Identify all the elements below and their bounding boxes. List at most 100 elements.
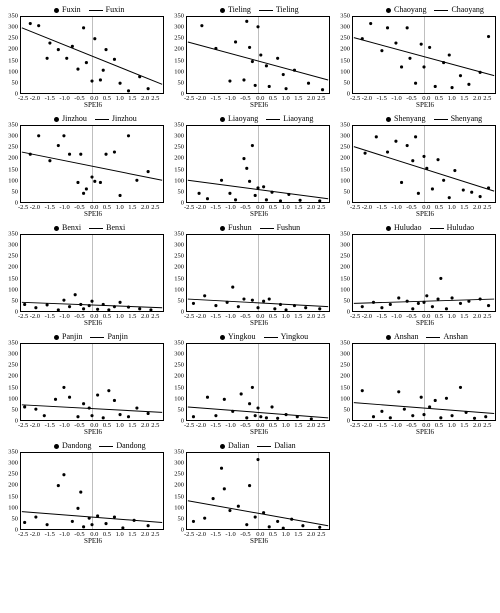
legend-fit: Anshan: [426, 332, 467, 342]
panel-shenyang: ShenyangShenyang050100150200250300350-2.…: [338, 113, 498, 218]
data-point: [448, 53, 451, 56]
legend-points: Liaoyang: [220, 114, 258, 124]
data-point: [135, 406, 138, 409]
data-point: [411, 414, 414, 417]
legend-points: Panjin: [54, 332, 82, 342]
data-point: [133, 519, 136, 522]
data-point: [442, 61, 445, 64]
data-point: [487, 304, 490, 307]
data-point: [251, 299, 254, 302]
x-axis-label: SPEI6: [338, 210, 498, 218]
data-point: [147, 524, 150, 527]
data-point: [90, 414, 93, 417]
data-point: [304, 306, 307, 309]
x-axis-label: SPEI6: [6, 537, 166, 545]
data-point: [231, 286, 234, 289]
data-point: [428, 405, 431, 408]
data-point: [417, 302, 420, 305]
legend-fit: Chaoyang: [434, 5, 483, 15]
data-point: [397, 296, 400, 299]
data-point: [54, 398, 57, 401]
data-point: [417, 192, 420, 195]
data-point: [380, 306, 383, 309]
data-point: [268, 297, 271, 300]
data-point: [147, 87, 150, 90]
legend-fit: Fuxin: [89, 5, 125, 15]
data-point: [467, 300, 470, 303]
regression-line: [22, 405, 162, 413]
plot-area: [20, 125, 164, 203]
data-point: [375, 135, 378, 138]
data-point: [380, 49, 383, 52]
x-axis-label: SPEI6: [6, 101, 166, 109]
plot-area: [20, 452, 164, 530]
data-point: [248, 180, 251, 183]
y-ticks: 050100150200250300350: [172, 343, 186, 421]
x-axis-label: SPEI6: [6, 210, 166, 218]
panel-fuxin: FuxinFuxin050100150200250300350-2.5-2.0-…: [6, 4, 166, 109]
y-ticks: 050100150200250300350: [338, 125, 352, 203]
panel-dandong: DandongDandong050100150200250300350-2.5-…: [6, 440, 166, 545]
data-point: [57, 144, 60, 147]
data-point: [479, 71, 482, 74]
data-point: [46, 303, 49, 306]
data-point: [420, 43, 423, 46]
data-point: [411, 159, 414, 162]
data-point: [82, 525, 85, 528]
data-point: [248, 402, 251, 405]
data-point: [245, 20, 248, 23]
data-point: [90, 79, 93, 82]
data-point: [414, 135, 417, 138]
legend-fit: Liaoyang: [266, 114, 313, 124]
data-point: [251, 144, 254, 147]
data-point: [431, 305, 434, 308]
panel-chaoyang: ChaoyangChaoyang050100150200250300350-2.…: [338, 4, 498, 109]
data-point: [127, 415, 130, 418]
data-point: [465, 411, 468, 414]
data-point: [206, 396, 209, 399]
data-point: [34, 408, 37, 411]
panel-tieling: TielingTieling050100150200250300350-2.5-…: [172, 4, 332, 109]
data-point: [245, 523, 248, 526]
data-point: [307, 82, 310, 85]
data-point: [389, 416, 392, 419]
data-point: [431, 187, 434, 190]
data-point: [425, 167, 428, 170]
legend-fit: Yingkou: [264, 332, 309, 342]
legend-points: Shenyang: [386, 114, 426, 124]
data-point: [262, 511, 265, 514]
legend-points: Benxi: [54, 223, 81, 233]
data-point: [411, 307, 414, 310]
legend-points: Huludao: [386, 223, 422, 233]
data-point: [285, 308, 288, 311]
data-point: [400, 181, 403, 184]
data-point: [48, 41, 51, 44]
data-point: [470, 191, 473, 194]
data-point: [361, 305, 364, 308]
data-point: [439, 416, 442, 419]
data-point: [487, 35, 490, 38]
data-point: [88, 406, 91, 409]
data-point: [138, 307, 141, 310]
legend: FuxinFuxin: [6, 4, 166, 16]
data-point: [473, 417, 476, 420]
data-point: [479, 297, 482, 300]
data-point: [262, 300, 265, 303]
legend: JinzhouJinzhou: [6, 113, 166, 125]
legend-points: Chaoyang: [386, 5, 426, 15]
data-point: [237, 505, 240, 508]
data-point: [74, 293, 77, 296]
data-point: [228, 192, 231, 195]
data-point: [62, 134, 65, 137]
data-point: [48, 159, 51, 162]
data-point: [113, 515, 116, 518]
data-point: [386, 26, 389, 29]
panel-fushun: FushunFushun050100150200250300350-2.5-2.…: [172, 222, 332, 327]
data-point: [214, 304, 217, 307]
data-point: [223, 398, 226, 401]
data-point: [96, 393, 99, 396]
panel-huludao: HuludaoHuludao050100150200250300350-2.5-…: [338, 222, 498, 327]
data-point: [453, 169, 456, 172]
data-point: [400, 65, 403, 68]
legend: Liaoyang Liaoyang: [172, 113, 332, 125]
